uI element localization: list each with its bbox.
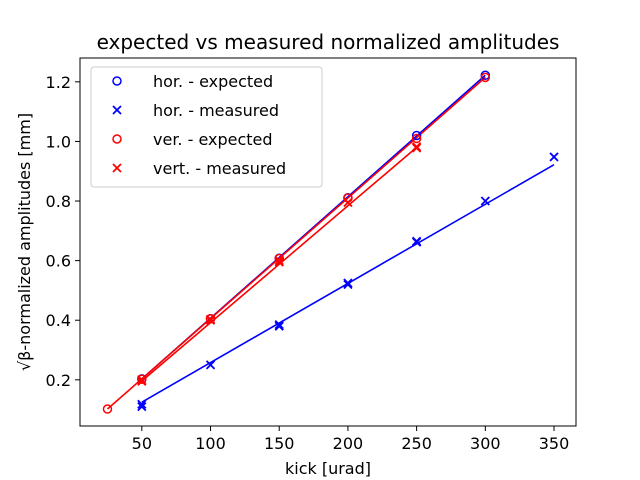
data-point-series-3 [137,375,147,385]
x-tick-label: 100 [195,434,226,453]
fit-line-series-3 [141,146,418,382]
legend-label-3: vert. - measured [153,159,286,178]
data-point-series-1 [549,152,559,162]
data-point-series-3 [411,142,422,152]
data-point-series-3 [137,376,147,386]
data-point-series-1 [205,360,216,370]
y-tick-label: 0.4 [46,311,71,330]
data-point-series-3 [205,314,216,324]
data-point-series-2 [411,133,422,144]
legend-marker-1 [112,105,122,115]
y-axis: 0.2 0.4 0.6 0.8 1.0 1.2 [46,73,80,390]
data-point-series-1 [137,399,147,409]
x-tick-label: 350 [539,434,570,453]
y-tick-label: 0.8 [46,192,71,211]
y-tick-label: 0.6 [46,252,71,271]
data-point-series-2 [137,374,147,384]
data-point-series-3 [274,257,284,267]
data-point-series-1 [343,278,353,288]
x-tick-label: 50 [132,434,152,453]
legend-label-2: ver. - expected [153,130,273,149]
data-point-series-1 [343,279,353,290]
legend-marker-2 [112,134,122,144]
data-point-series-3 [274,255,284,266]
data-point-series-2 [205,313,216,324]
data-point-series-3 [343,197,353,208]
x-tick-label: 300 [470,434,501,453]
y-tick-label: 1.0 [46,132,71,151]
data-point-series-0 [411,130,422,141]
chart-title: expected vs measured normalized amplitud… [97,30,560,54]
legend-label-1: hor. - measured [153,101,279,120]
legend-marker-3 [112,163,122,173]
data-point-series-1 [274,320,284,330]
plot-frame [79,57,577,427]
y-tick-label: 0.2 [46,371,71,390]
fit-line-series-2 [106,76,486,410]
data-point-series-2 [480,72,491,83]
data-point-series-1 [480,196,490,206]
legend-label-0: hor. - expected [153,72,273,91]
data-point-series-1 [411,236,422,246]
plot-area [102,70,559,414]
legend-marker-0 [112,76,122,86]
y-axis-label: √β-normalized amplitudes [mm] [15,113,34,371]
y-axis-label-sqrt: √ [15,360,34,371]
y-axis-label-text: β-normalized amplitudes [mm] [15,113,34,361]
x-tick-label: 250 [401,434,432,453]
y-tick-label: 1.2 [46,73,71,92]
data-point-series-1 [274,321,284,331]
legend-frame [90,66,323,188]
data-point-series-1 [137,401,147,412]
x-tick-label: 200 [333,434,364,453]
legend: hor. - expected hor. - measured ver. - exp… [90,66,323,188]
data-point-series-2 [102,404,113,414]
x-axis-label: kick [urad] [285,459,371,478]
x-tick-label: 150 [264,434,295,453]
x-axis: 50 100 150 200 250 300 350 [132,426,570,453]
